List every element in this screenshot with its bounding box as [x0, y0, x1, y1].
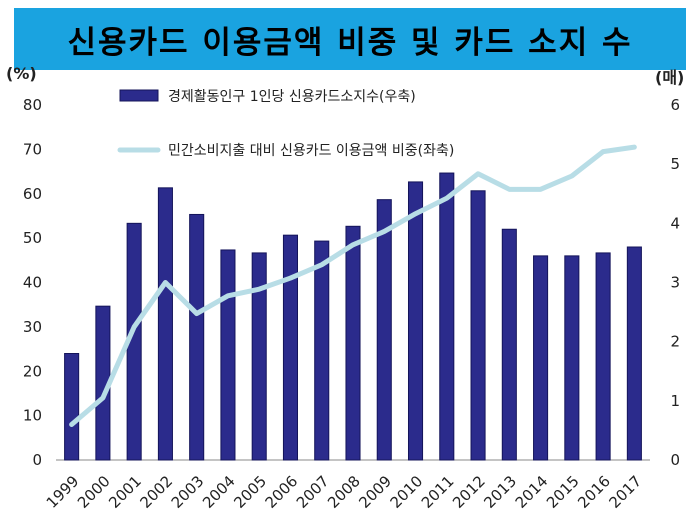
x-tick-label: 1999 [43, 472, 83, 512]
bar [220, 249, 236, 461]
bar [501, 228, 517, 461]
y-left-tick-label: 40 [23, 274, 42, 292]
y-right-tick-label: 0 [670, 451, 680, 469]
legend-bar-label: 경제활동인구 1인당 신용카드소지수(우축) [168, 89, 416, 105]
x-tick-label: 2001 [105, 472, 145, 512]
x-tick-label: 2014 [512, 472, 552, 512]
bar [314, 240, 330, 461]
bar [407, 181, 424, 461]
x-tick-label: 2012 [449, 472, 489, 512]
y-right-tick-label: 5 [670, 155, 680, 173]
y-left-tick-label: 50 [23, 229, 42, 247]
y-left-tick-label: 0 [32, 451, 42, 469]
x-tick-label: 2006 [262, 472, 302, 512]
y-right-tick-label: 6 [670, 96, 680, 114]
x-tick-label: 2005 [230, 472, 270, 512]
y-right-tick-label: 4 [670, 214, 680, 232]
bar [533, 255, 549, 461]
x-tick-label: 2016 [574, 472, 614, 512]
x-tick-label: 2000 [74, 472, 114, 512]
legend-line-label: 민간소비지출 대비 신용카드 이용금액 비중(좌축) [168, 143, 454, 159]
bar [595, 252, 611, 461]
bar [251, 252, 267, 461]
bar [564, 255, 580, 461]
right-axis-unit: (매) [655, 68, 685, 87]
legend-bar-swatch [119, 89, 159, 102]
chart-title-banner: 신용카드 이용금액 비중 및 카드 소지 수 [14, 8, 686, 70]
x-tick-label: 2013 [480, 472, 520, 512]
y-left-tick-label: 60 [23, 185, 42, 203]
bar [282, 234, 299, 461]
y-left-tick-label: 70 [23, 140, 42, 158]
bar [345, 225, 361, 461]
x-tick-label: 2015 [543, 472, 583, 512]
line-series [69, 144, 637, 427]
y-right-tick-label: 3 [670, 274, 680, 292]
y-left-tick-label: 80 [23, 96, 42, 114]
y-right-tick-label: 2 [670, 333, 680, 351]
bar [439, 172, 455, 461]
y-left-tick-label: 10 [23, 407, 42, 425]
x-tick-label: 2009 [355, 472, 395, 512]
x-tick-label: 2010 [387, 472, 427, 512]
left-axis-unit: (%) [6, 64, 37, 83]
x-tick-label: 2007 [293, 472, 333, 512]
bar [64, 353, 80, 461]
bar [189, 213, 205, 461]
bar [626, 246, 642, 461]
x-tick-label: 2004 [199, 472, 239, 512]
x-tick-label: 2003 [168, 472, 208, 512]
y-left-tick-label: 20 [23, 362, 42, 380]
bar [157, 187, 173, 461]
x-tick-label: 2011 [418, 472, 458, 512]
x-tick-label: 2017 [605, 472, 645, 512]
x-tick-label: 2008 [324, 472, 364, 512]
chart-title: 신용카드 이용금액 비중 및 카드 소지 수 [67, 24, 633, 61]
y-right-tick-label: 1 [670, 392, 680, 410]
bar [470, 190, 486, 461]
y-left-tick-label: 30 [23, 318, 42, 336]
x-tick-label: 2002 [137, 472, 177, 512]
bar [376, 199, 392, 461]
